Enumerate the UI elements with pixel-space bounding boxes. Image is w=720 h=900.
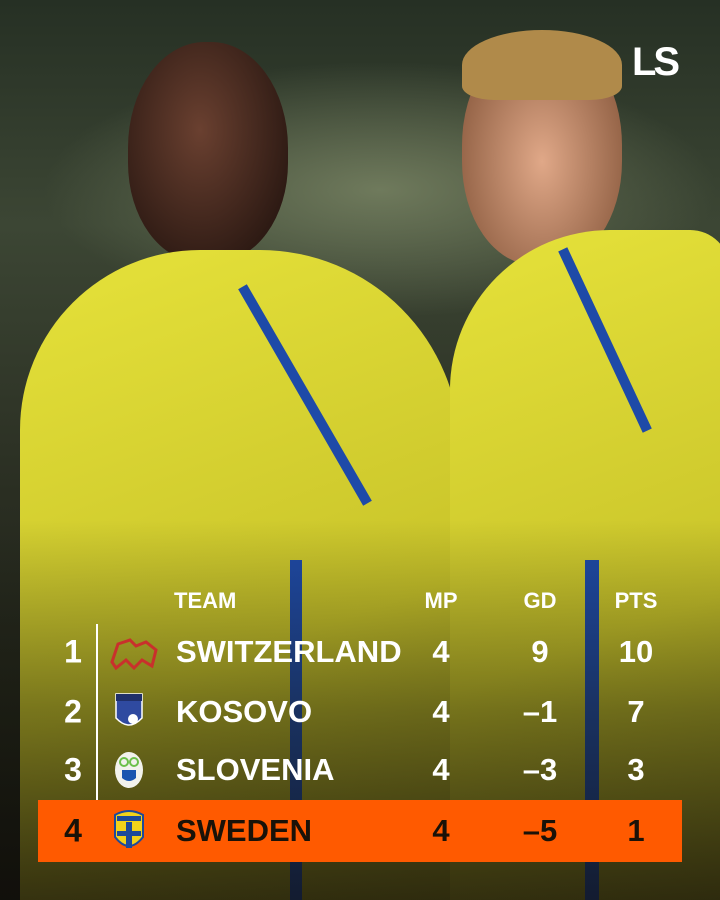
table-row: 1 SWITZERLAND 4 9 10 [38,622,682,682]
matches-played: 4 [432,634,450,669]
team-name: KOSOVO [176,694,313,729]
goal-difference: –5 [522,813,558,848]
matches-played: 4 [432,813,450,848]
rank: 4 [64,812,82,849]
slovenia-crest-icon [115,752,143,788]
sweden-crest-icon [114,810,144,848]
rank: 2 [64,693,82,730]
points: 1 [627,813,645,848]
table-row-highlighted: 4 SWEDEN 4 –5 1 [38,800,682,862]
goal-difference: –3 [522,752,558,787]
goal-difference: –1 [522,694,558,729]
team-name: SLOVENIA [176,752,335,787]
brand-logo: LS [632,40,680,84]
header-pts: PTS [614,588,658,613]
points: 7 [627,694,645,729]
rank: 3 [64,751,82,788]
matches-played: 4 [432,694,450,729]
rank: 1 [64,633,82,670]
header-team: TEAM [174,588,237,613]
matches-played: 4 [432,752,450,787]
table-row: 2 KOSOVO 4 –1 7 [38,682,682,742]
goal-difference: 9 [531,634,549,669]
switzerland-crest-icon [110,638,158,671]
divider-line [96,624,98,800]
kosovo-crest-icon [115,693,143,726]
table-row: 3 SLOVENIA 4 –3 3 [38,740,682,800]
team-name: SWEDEN [176,813,313,848]
header-gd: GD [523,588,557,613]
team-name: SWITZERLAND [176,634,402,669]
points: 3 [627,752,645,787]
points: 10 [618,634,654,669]
header-mp: MP [424,588,458,613]
